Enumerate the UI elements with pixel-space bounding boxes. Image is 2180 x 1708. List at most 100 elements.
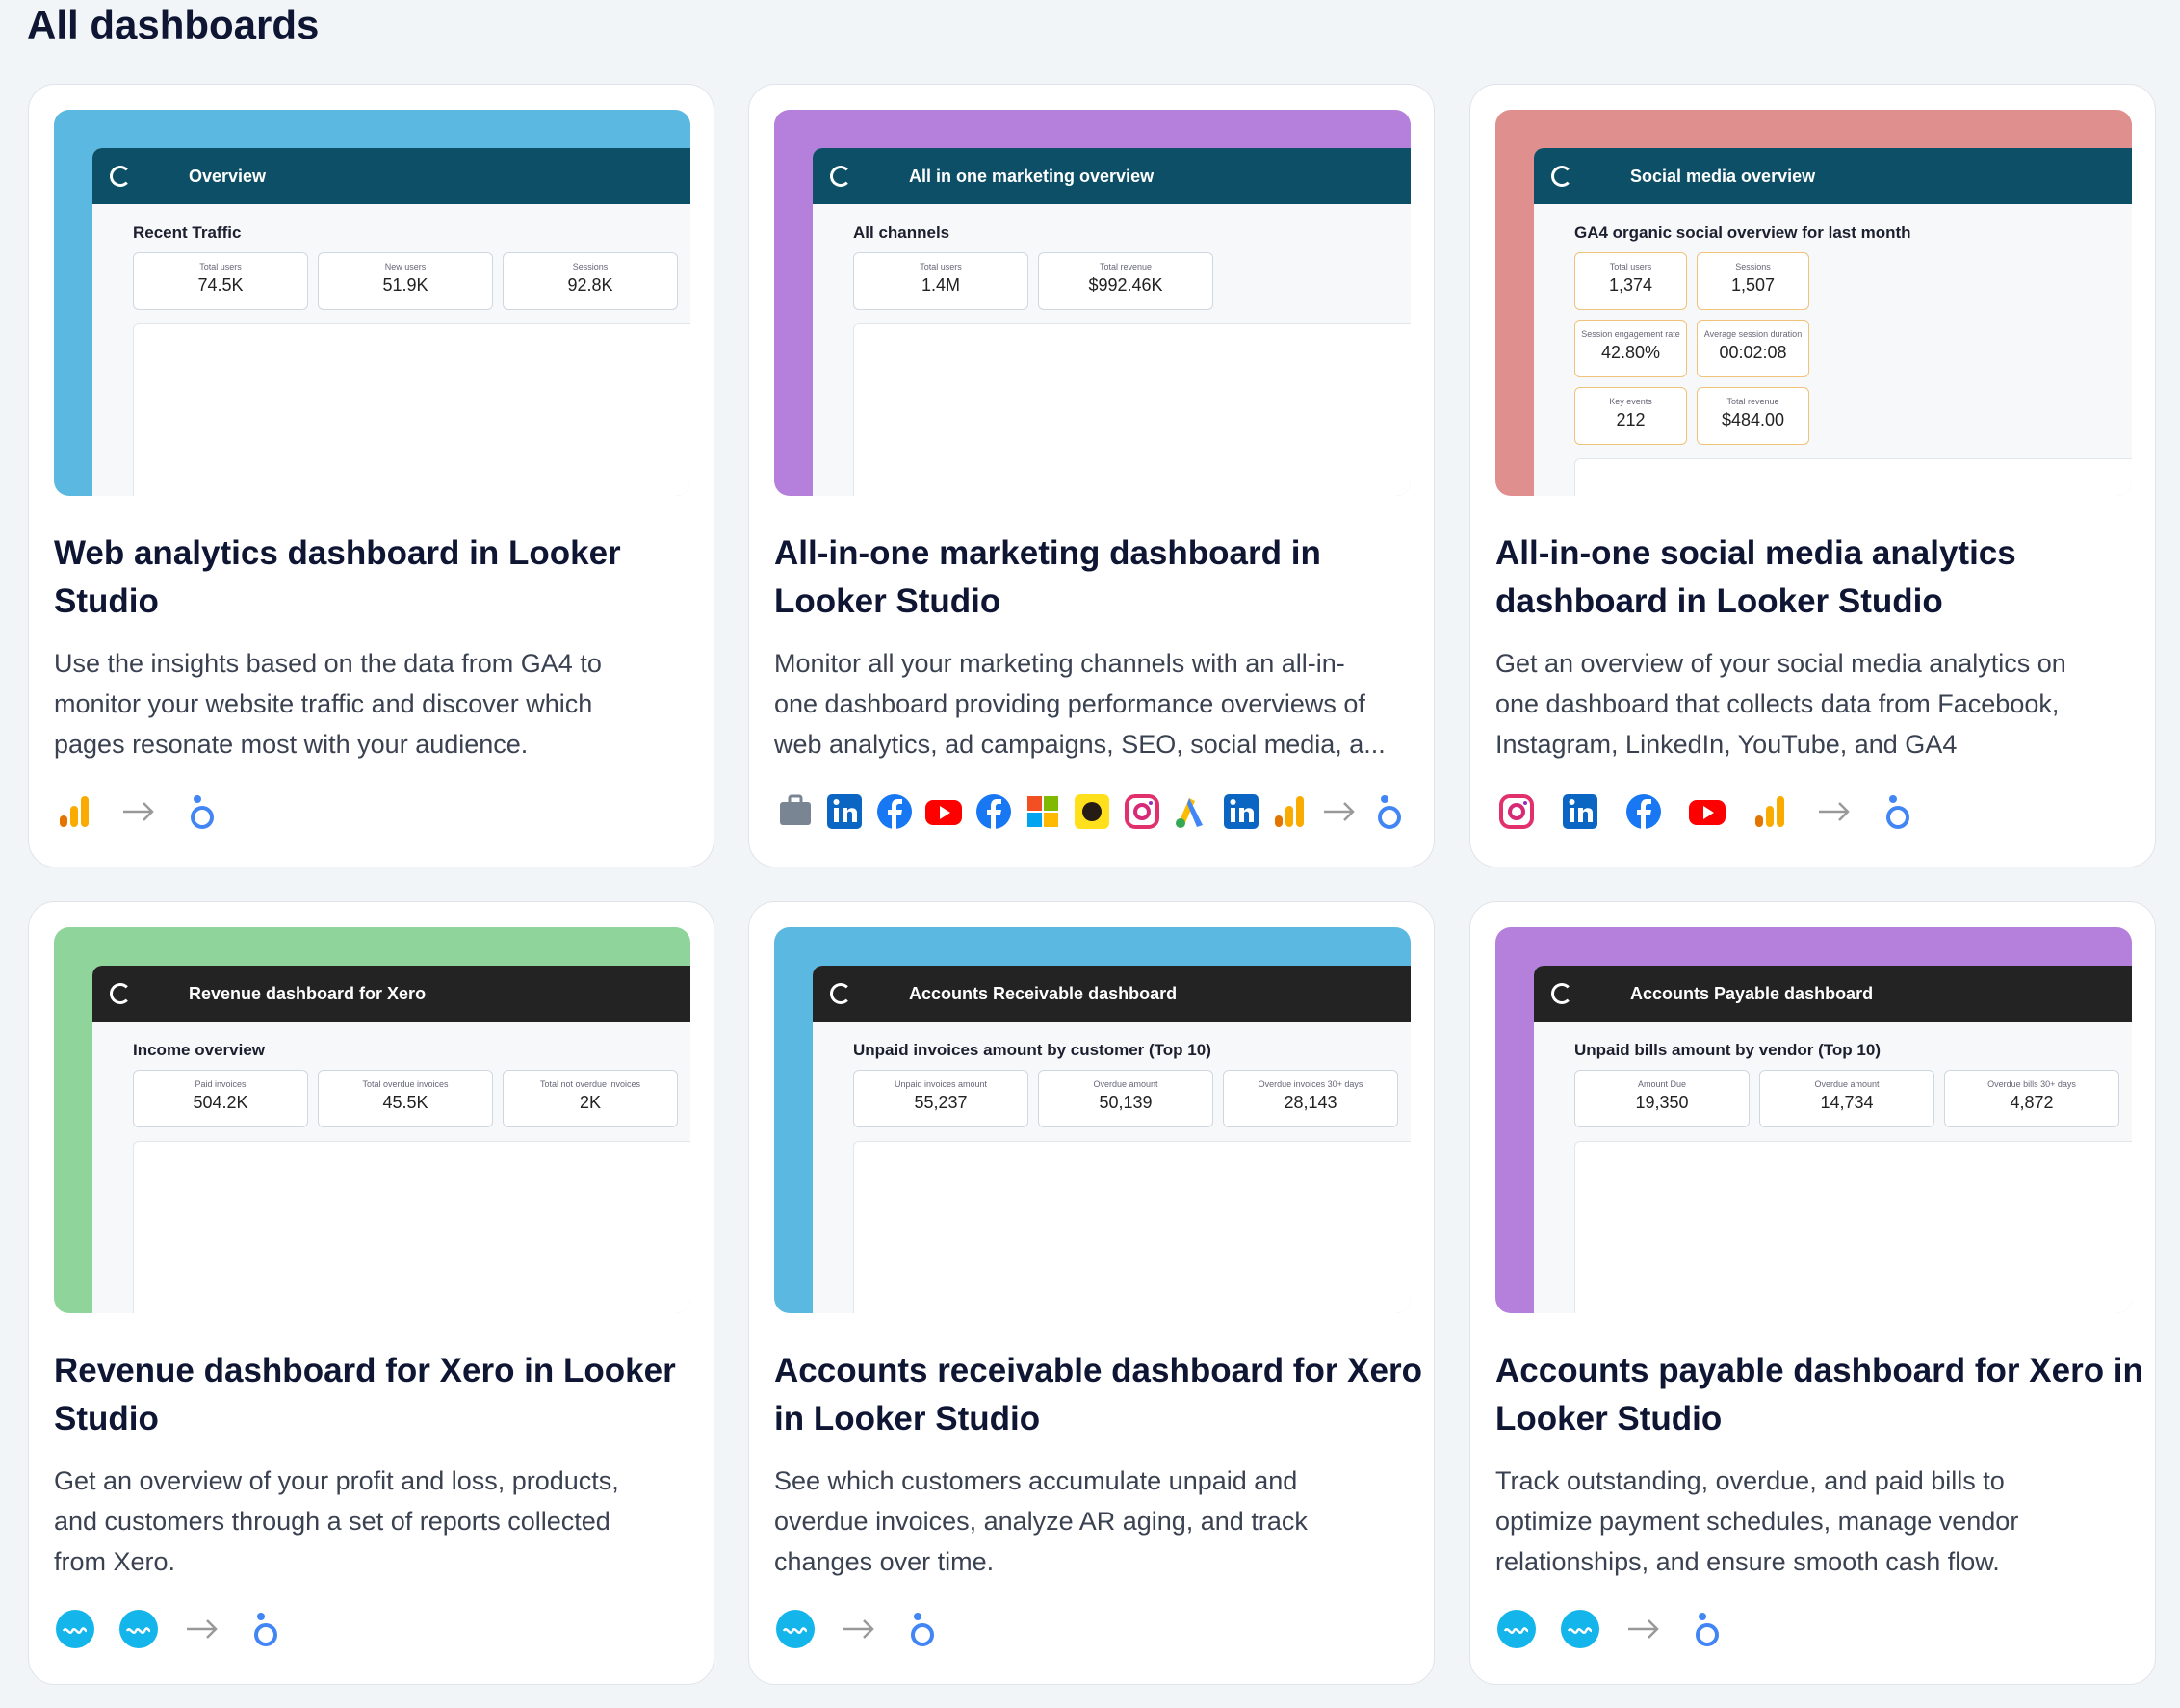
xero-icon (1497, 1610, 1536, 1648)
card-title: Accounts receivable dashboard for Xero i… (774, 1352, 1422, 1437)
dashboard-card[interactable]: Revenue dashboard for Xero Income overvie… (28, 901, 714, 1685)
card-description: Track outstanding, overdue, and paid bil… (1495, 1461, 2018, 1582)
kpi-value: 92.8K (567, 275, 613, 295)
dashboard-card[interactable]: All in one marketing overview All channel… (748, 84, 1435, 867)
preview-header: All in one marketing overview (813, 148, 1411, 204)
instagram-icon (1499, 794, 1534, 829)
kpi-label: Total not overdue invoices (539, 1079, 641, 1089)
kpi-box: Paid invoices 504.2K (133, 1070, 308, 1127)
card-title: All-in-one social media analytics dashbo… (1495, 534, 2016, 620)
kpi-box: Key events 212 (1574, 387, 1687, 445)
kpi-box: Total not overdue invoices 2K (503, 1070, 678, 1127)
looker-icon (254, 1613, 277, 1646)
kpi-value: 212 (1616, 410, 1646, 429)
preview-title: Social media overview (1630, 166, 1816, 186)
kpi-label: Unpaid invoices amount (894, 1079, 988, 1089)
kpi-value: 1.4M (921, 275, 961, 295)
kpi-label: Key events (1609, 397, 1652, 406)
kpi-value: 74.5K (197, 275, 244, 295)
preview-image: Accounts Payable dashboard Unpaid bills a… (1495, 927, 2132, 1313)
preview-heading: All channels (853, 223, 950, 242)
ga-icon (60, 796, 89, 827)
kpi-label: Total overdue invoices (362, 1079, 449, 1089)
kpi-label: Paid invoices (195, 1079, 247, 1089)
preview-heading: GA4 organic social overview for last mon… (1574, 223, 1911, 242)
kpi-label: Overdue amount (1814, 1079, 1880, 1089)
preview-dashboard: Revenue dashboard for Xero Income overvie… (92, 966, 690, 1313)
preview-header: Overview (92, 148, 690, 204)
kpi-label: Overdue bills 30+ days (1987, 1079, 2076, 1089)
preview-header: Social media overview (1534, 148, 2132, 204)
xero-icon (56, 1610, 94, 1648)
kpi-box: Unpaid invoices amount 55,237 (853, 1070, 1028, 1127)
description-line: relationships, and ensure smooth cash fl… (1495, 1547, 2000, 1576)
kpi-label: Total revenue (1099, 262, 1153, 272)
preview-dashboard: Social media overview GA4 organic social … (1534, 148, 2132, 496)
kpi-box: Total users 1,374 (1574, 252, 1687, 310)
kpi-row: Total users 74.5K New users 51.9K Sessions 92… (133, 252, 690, 310)
description-line: changes over time. (774, 1547, 995, 1576)
kpi-row: Total users 1.4M Total revenue $992.46K (853, 252, 1411, 310)
preview-heading: Unpaid invoices amount by customer (Top … (853, 1041, 1211, 1059)
card-title: Web analytics dashboard in Looker Studio (54, 534, 621, 620)
preview-header: Revenue dashboard for Xero (92, 966, 690, 1022)
logo (830, 166, 851, 187)
facebook-icon (876, 794, 912, 829)
description-line: Monitor all your marketing channels with… (774, 649, 1345, 678)
preview-image: Social media overview GA4 organic social … (1495, 110, 2132, 496)
preview-title: Revenue dashboard for Xero (189, 983, 427, 1003)
kpi-label: Average session duration (1703, 329, 1803, 339)
description-line: Get an overview of your social media ana… (1495, 649, 2066, 678)
dashboard-card[interactable]: Social media overview GA4 organic social … (1469, 84, 2156, 867)
linkedin-icon (1563, 794, 1597, 829)
preview-title: All in one marketing overview (909, 166, 1155, 186)
preview-dashboard: Overview Recent Traffic Total users 74.5K Ne… (92, 148, 690, 496)
card-description: Get an overview of your profit and loss,… (54, 1461, 619, 1582)
facebook-icon (1626, 794, 1661, 829)
xero-icon (1561, 1610, 1599, 1648)
ga-icon (1275, 796, 1305, 827)
preview-dashboard: Accounts Receivable dashboard Unpaid invo… (813, 966, 1411, 1313)
kpi-label: Total revenue (1726, 397, 1779, 406)
kpi-label: Total users (1609, 262, 1652, 272)
source-icons (54, 790, 223, 833)
preview-dashboard: All in one marketing overview All channel… (813, 148, 1411, 496)
description-line: one dashboard providing performance over… (774, 689, 1365, 718)
source-icons (774, 1608, 944, 1650)
preview-dashboard: Accounts Payable dashboard Unpaid bills a… (1534, 966, 2132, 1313)
kpi-box: Total overdue invoices 45.5K (318, 1070, 493, 1127)
card-description: Use the insights based on the data from … (54, 643, 602, 764)
preview-image: Accounts Receivable dashboard Unpaid invo… (774, 927, 1411, 1313)
kpi-label: Sessions (1735, 262, 1771, 272)
dashboard-card[interactable]: Accounts Receivable dashboard Unpaid invo… (748, 901, 1435, 1685)
kpi-label: New users (384, 262, 427, 272)
dashboard-card[interactable]: Overview Recent Traffic Total users 74.5K Ne… (28, 84, 714, 867)
description-line: optimize payment schedules, manage vendo… (1495, 1507, 2019, 1536)
description-line: Track outstanding, overdue, and paid bil… (1495, 1466, 2005, 1495)
card-description: Get an overview of your social media ana… (1495, 643, 2066, 764)
preview-title: Accounts Payable dashboard (1630, 983, 1874, 1003)
kpi-box: Overdue invoices 30+ days 28,143 (1223, 1070, 1398, 1127)
description-line: Get an overview of your profit and loss,… (54, 1466, 619, 1495)
preview-image: Overview Recent Traffic Total users 74.5K Ne… (54, 110, 690, 496)
logo (110, 983, 131, 1004)
youtube-icon (925, 800, 963, 825)
xero-icon (776, 1610, 815, 1648)
kpi-row: Paid invoices 504.2K Total overdue invoice… (133, 1070, 690, 1127)
card-description: See which customers accumulate unpaid an… (774, 1461, 1308, 1582)
description-line: Use the insights based on the data from … (54, 649, 602, 678)
kpi-value: 28,143 (1284, 1093, 1337, 1112)
preview-chart (853, 1141, 1411, 1313)
mailchimp-icon (1075, 794, 1110, 829)
preview-header: Accounts Payable dashboard (1534, 966, 2132, 1022)
kpi-value: 51.9K (382, 275, 428, 295)
kpi-value: 1,507 (1730, 275, 1776, 295)
dashboard-card[interactable]: Accounts Payable dashboard Unpaid bills a… (1469, 901, 2156, 1685)
kpi-row: Amount Due 19,350 Overdue amount 14,734 Over… (1574, 1070, 2132, 1127)
logo (1551, 166, 1572, 187)
kpi-value: 504.2K (193, 1093, 248, 1112)
ads-icon (1176, 798, 1204, 828)
windows-icon (1027, 796, 1059, 827)
kpi-label: Sessions (572, 262, 609, 272)
